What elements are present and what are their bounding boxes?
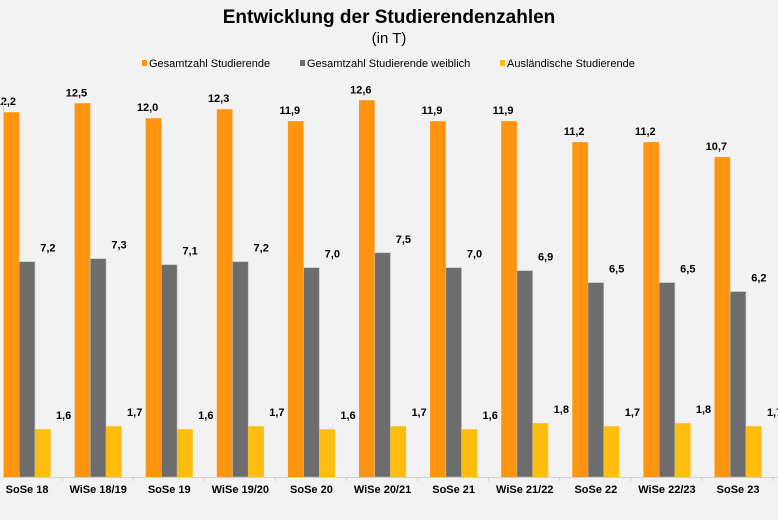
data-label: 7,0 [467,249,482,261]
data-label: 1,6 [56,410,71,422]
bar-foreign [603,426,620,477]
chart-title: Entwicklung der Studierendenzahlen [223,7,556,28]
legend-swatch [500,60,505,66]
data-label: 1,6 [483,410,498,422]
bar-total [430,121,446,477]
x-tick-label: WiSe 20/21 [354,484,411,496]
bar-total [714,157,731,477]
bar-female [516,270,533,478]
bar-foreign [745,426,762,477]
bar-foreign [461,429,478,477]
bar-foreign [390,426,407,477]
bar-foreign [34,429,51,477]
x-tick-label: SoSe 20 [290,484,333,496]
data-label: 11,2 [564,126,585,138]
x-tick-label: SoSe 18 [6,484,49,496]
legend-label: Ausländische Studierende [507,58,635,70]
bar-total [74,103,91,477]
bar-female [587,282,604,478]
bar-total [287,121,304,477]
data-label: 11,2 [635,126,656,138]
data-label: 7,0 [325,249,340,261]
data-label: 12,6 [350,84,371,96]
data-label: 12,0 [137,102,158,114]
bar-foreign [674,423,691,477]
legend: Gesamtzahl Studierende Gesamtzahl Studier… [142,58,635,70]
legend-swatch [300,60,305,66]
data-label: 7,2 [254,243,269,255]
bar-female [90,258,107,478]
bar-total [643,142,660,477]
data-label: 11,9 [279,105,300,117]
data-label: 7,2 [40,243,55,255]
data-label: 1,7 [127,407,142,419]
x-tick-label: WiSe 19/20 [212,484,269,496]
bar-total [359,100,375,477]
data-label: 1,6 [198,410,213,422]
legend-label: Gesamtzahl Studierende [149,58,270,70]
bars: 12,2 7,2 1,6 12,5 7,3 1,7 12,0 7,1 1,6 12,3 7,2 1,7… [0,84,778,478]
data-label: 1,6 [340,410,355,422]
bar-total [501,121,517,477]
data-label: 1,7 [411,407,426,419]
bar-foreign [177,429,193,477]
bar-female [161,264,178,478]
data-label: 7,5 [396,234,411,246]
data-label: 12,5 [66,87,87,99]
bar-female [303,267,320,478]
x-tick-label: WiSe 18/19 [69,484,126,496]
bar-foreign [248,426,264,477]
bar-foreign [106,426,122,477]
legend-swatch [142,60,147,66]
data-label: 7,3 [111,240,126,252]
data-label: 6,9 [538,252,553,264]
data-label: 12,3 [208,93,229,105]
bar-foreign [319,429,335,477]
data-label: 6,5 [680,264,695,276]
bar-female [18,261,36,478]
x-axis: SoSe 18 WiSe 18/19 SoSe 19 WiSe 19/20 SoSe 2… [3,100,778,496]
data-label: 1,7 [269,407,284,419]
chart-subtitle: (in T) [372,30,407,47]
x-tick-label: SoSe 19 [148,484,191,496]
bar-female [374,252,391,478]
bar-total [572,142,588,477]
data-label: 1,7 [625,407,640,419]
bar-female [445,267,462,478]
bar-total [3,112,20,477]
data-label: 11,9 [493,105,514,117]
data-label: 12,2 [0,96,16,108]
legend-label: Gesamtzahl Studierende weiblich [307,58,470,70]
data-label: 1,8 [554,404,569,416]
x-tick-label: SoSe 22 [574,484,617,496]
bar-female [729,291,747,478]
bar-total [216,109,233,477]
data-label: 11,9 [422,105,443,117]
data-label: 1,8 [696,404,711,416]
bar-total [145,118,162,477]
bar-female [658,282,676,478]
data-label: 10,7 [706,141,727,153]
bar-female [232,261,249,478]
bar-foreign [532,423,549,477]
data-label: 6,5 [609,264,624,276]
data-label: 1,7 [767,407,778,419]
x-tick-label: WiSe 21/22 [496,484,553,496]
data-label: 7,1 [182,246,197,258]
x-tick-label: WiSe 22/23 [638,484,695,496]
x-tick-label: SoSe 23 [717,484,760,496]
data-label: 6,2 [751,273,766,285]
x-tick-label: SoSe 21 [432,484,475,496]
